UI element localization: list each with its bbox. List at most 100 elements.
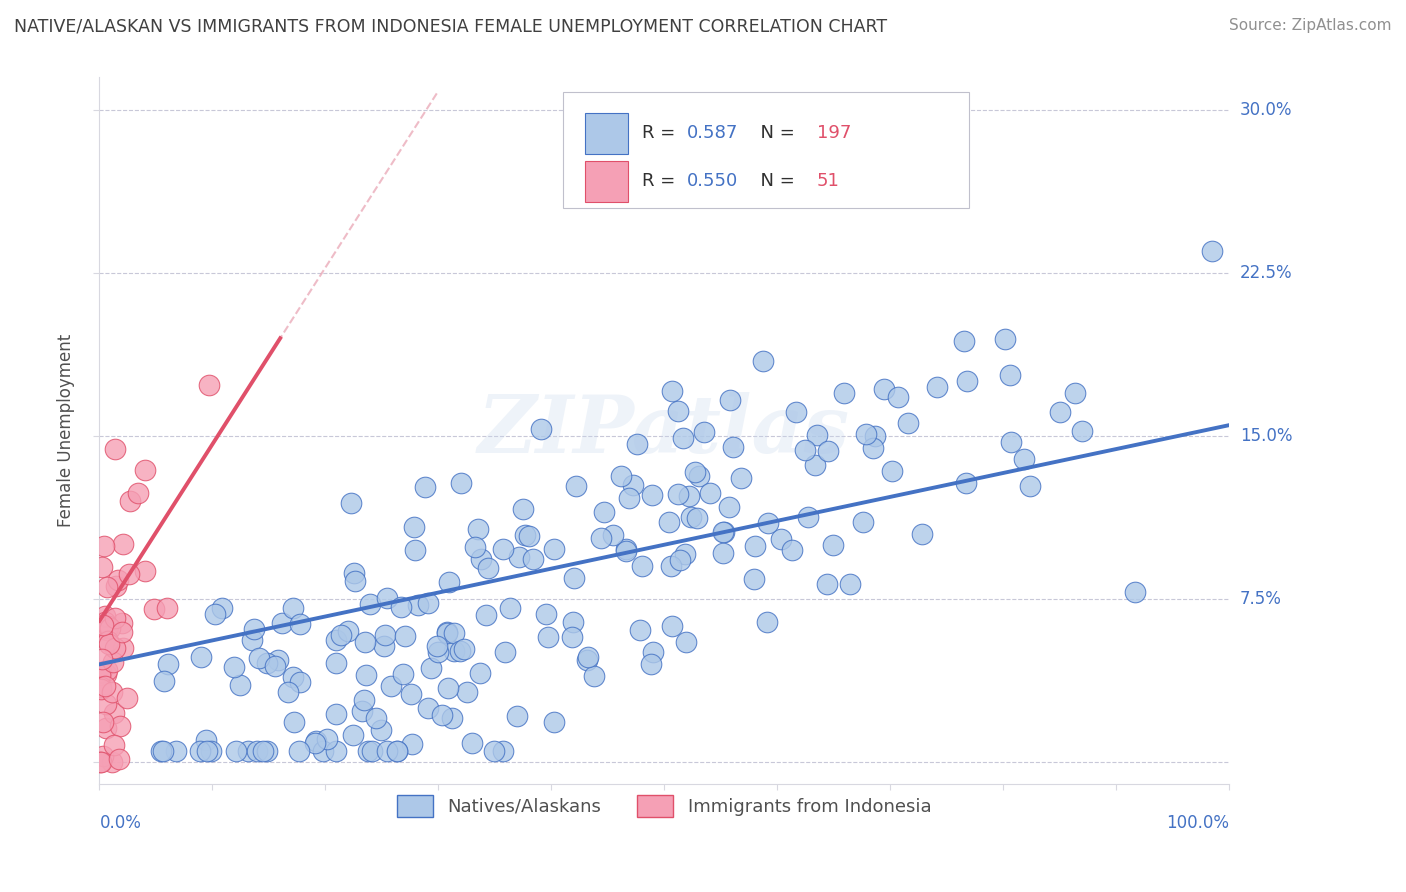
Point bbox=[862, 442, 884, 456]
Point bbox=[752, 354, 775, 368]
Point bbox=[838, 576, 860, 591]
Point bbox=[543, 714, 565, 729]
Point bbox=[93, 539, 115, 553]
Point bbox=[90, 755, 112, 769]
Point bbox=[744, 539, 766, 553]
Point bbox=[1000, 435, 1022, 450]
Point bbox=[342, 728, 364, 742]
Point bbox=[492, 542, 515, 557]
Point bbox=[103, 655, 125, 669]
Point bbox=[911, 526, 934, 541]
Point bbox=[420, 661, 443, 675]
Point bbox=[464, 541, 486, 555]
Point bbox=[994, 332, 1017, 346]
Point bbox=[449, 644, 471, 658]
Point bbox=[211, 601, 233, 615]
Point bbox=[564, 479, 586, 493]
Point bbox=[474, 607, 496, 622]
Point bbox=[631, 558, 654, 573]
Point bbox=[325, 633, 347, 648]
Point bbox=[96, 664, 118, 678]
Point bbox=[730, 470, 752, 484]
Point bbox=[97, 636, 120, 650]
Point bbox=[108, 719, 131, 733]
Point bbox=[277, 684, 299, 698]
Point bbox=[851, 515, 873, 529]
Point bbox=[508, 549, 530, 564]
Point bbox=[658, 515, 681, 529]
Text: 0.0%: 0.0% bbox=[100, 814, 142, 832]
Point bbox=[350, 704, 373, 718]
Point bbox=[96, 580, 118, 594]
Point bbox=[344, 574, 367, 589]
Point bbox=[238, 744, 260, 758]
Point bbox=[506, 709, 529, 723]
Point bbox=[1201, 244, 1223, 258]
Point bbox=[404, 520, 426, 534]
Point bbox=[591, 531, 613, 545]
Point bbox=[134, 463, 156, 477]
Point bbox=[246, 744, 269, 758]
Point bbox=[288, 744, 311, 758]
Point bbox=[641, 488, 664, 502]
Text: NATIVE/ALASKAN VS IMMIGRANTS FROM INDONESIA FEMALE UNEMPLOYMENT CORRELATION CHAR: NATIVE/ALASKAN VS IMMIGRANTS FROM INDONE… bbox=[14, 18, 887, 36]
Text: Source: ZipAtlas.com: Source: ZipAtlas.com bbox=[1229, 18, 1392, 33]
Point bbox=[228, 678, 250, 692]
Point bbox=[499, 601, 522, 615]
Point bbox=[153, 674, 176, 689]
Point bbox=[742, 572, 765, 586]
Point bbox=[956, 374, 979, 388]
Point bbox=[370, 723, 392, 738]
Point bbox=[683, 465, 706, 479]
Point bbox=[1049, 404, 1071, 418]
Point bbox=[103, 739, 125, 753]
Point bbox=[668, 403, 690, 417]
Point bbox=[256, 744, 278, 758]
Point bbox=[100, 755, 122, 769]
Point bbox=[718, 500, 741, 514]
Point bbox=[406, 598, 429, 612]
Point bbox=[610, 469, 633, 483]
Point bbox=[718, 392, 741, 407]
Point bbox=[127, 486, 149, 500]
Point bbox=[391, 667, 413, 681]
Point bbox=[688, 469, 710, 483]
Point bbox=[804, 458, 827, 472]
Point bbox=[361, 744, 384, 758]
Point bbox=[416, 701, 439, 715]
Point bbox=[104, 641, 127, 656]
Point bbox=[713, 525, 735, 540]
Point bbox=[467, 523, 489, 537]
Point bbox=[380, 679, 402, 693]
Text: 51: 51 bbox=[817, 172, 839, 190]
Point bbox=[330, 628, 353, 642]
Point bbox=[602, 528, 624, 542]
Point bbox=[626, 437, 648, 451]
Point bbox=[711, 524, 734, 539]
Legend: Natives/Alaskans, Immigrants from Indonesia: Natives/Alaskans, Immigrants from Indone… bbox=[389, 788, 939, 824]
Point bbox=[770, 532, 793, 546]
Point bbox=[793, 443, 815, 458]
Point bbox=[103, 706, 125, 720]
Point bbox=[150, 744, 173, 758]
Point bbox=[437, 574, 460, 589]
Point bbox=[243, 623, 266, 637]
Point bbox=[312, 744, 335, 758]
Point bbox=[1018, 479, 1040, 493]
Point bbox=[436, 625, 458, 640]
Point bbox=[270, 615, 292, 630]
Point bbox=[96, 623, 118, 637]
Point bbox=[450, 475, 472, 490]
Point bbox=[780, 542, 803, 557]
Point bbox=[756, 516, 779, 530]
Point bbox=[927, 380, 949, 394]
Point bbox=[1063, 386, 1085, 401]
Point bbox=[399, 687, 422, 701]
Point bbox=[1125, 585, 1147, 599]
Point bbox=[204, 607, 226, 622]
Point bbox=[873, 383, 896, 397]
Text: R =: R = bbox=[641, 172, 681, 190]
Point bbox=[685, 511, 707, 525]
Text: 22.5%: 22.5% bbox=[1240, 264, 1292, 282]
Point bbox=[94, 722, 117, 736]
